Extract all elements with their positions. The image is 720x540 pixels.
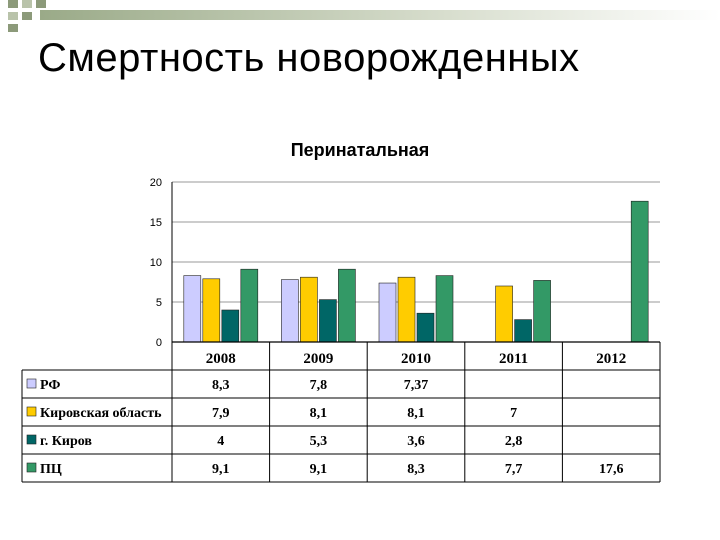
bar [300,276,318,343]
bar [514,319,532,343]
title-decoration [8,0,720,32]
bar [202,278,221,343]
legend-key [26,434,37,445]
data-table-cell: 9,1 [310,462,328,477]
data-table-cell: 7,7 [505,462,523,477]
bar [533,280,551,343]
bar [416,312,435,343]
bar [630,200,649,343]
category-label: 2008 [206,351,236,367]
chart-title: Перинатальная [290,140,430,160]
data-table-cell: 2,8 [505,434,523,449]
bar [397,276,416,343]
bar [183,275,202,343]
legend-label: Кировская область [40,406,162,421]
bar [495,285,513,343]
category-label: 2012 [596,351,626,367]
category-label: 2011 [499,351,528,367]
legend-key [26,378,37,389]
category-label: 2010 [401,351,431,367]
data-table-cell: 3,6 [407,434,425,449]
y-tick-label: 10 [150,257,162,269]
y-tick-label: 15 [150,217,162,229]
data-table-cell: 8,1 [407,406,425,421]
category-label: 2009 [303,351,333,367]
data-table-cell: 17,6 [599,462,624,477]
legend-key [26,406,37,417]
data-table-cell: 5,3 [310,434,328,449]
legend-key [26,462,37,473]
data-table-cell: 4 [217,434,224,449]
data-table-cell: 9,1 [212,462,230,477]
bar [319,299,337,343]
data-table-cell: 7 [510,406,517,421]
bar [338,268,356,343]
data-table-cell: 7,37 [404,378,429,393]
bar [240,268,259,343]
y-tick-label: 5 [156,297,162,309]
data-table-cell: 8,1 [310,406,328,421]
data-table-cell: 8,3 [212,378,230,393]
slide-title: Смертность новорожденных [38,36,580,80]
bar [435,275,454,343]
y-tick-label: 20 [150,177,162,189]
bar [281,279,299,343]
data-table-cell: 7,9 [212,406,230,421]
legend-label: ПЦ [40,462,62,477]
data-table-cell: 7,8 [310,378,328,393]
y-tick-label: 0 [156,337,162,349]
bar [378,282,397,343]
legend-label: РФ [40,378,60,393]
legend-label: г. Киров [40,434,92,449]
data-table-cell: 8,3 [407,462,425,477]
bar [221,309,240,343]
